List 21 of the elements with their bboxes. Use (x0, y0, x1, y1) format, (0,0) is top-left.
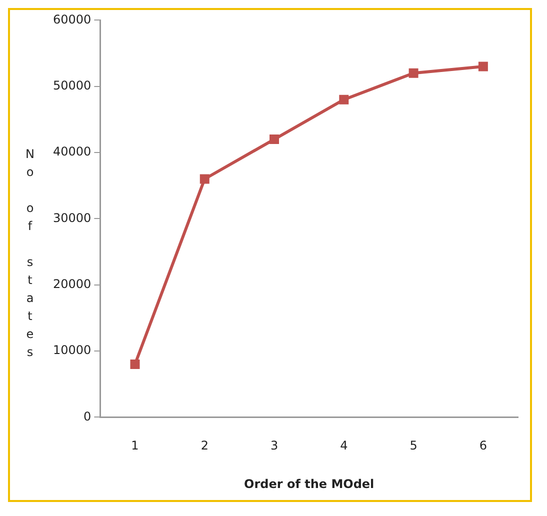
y-tick-label: 50000 (52, 78, 92, 92)
x-tick-label: 3 (270, 438, 278, 453)
y-tick-label: 0 (84, 409, 92, 424)
point (200, 174, 210, 184)
y-tick-label: 40000 (52, 144, 92, 159)
y-tick-label: 30000 (52, 210, 92, 225)
point (478, 62, 488, 72)
y-tick-label: 10000 (52, 343, 92, 358)
point (270, 134, 280, 144)
y-axis-title: No of states (23, 147, 37, 363)
point (130, 360, 140, 370)
x-tick-label: 4 (340, 438, 348, 453)
x-tick-label: 5 (410, 438, 418, 453)
x-axis-title: Order of the MOdel (244, 476, 374, 491)
point (339, 94, 349, 104)
y-tick-label: 60000 (52, 12, 92, 26)
x-tick-label: 2 (200, 438, 208, 453)
x-tick-label: 6 (479, 438, 487, 453)
point (408, 68, 418, 78)
y-tick-label: 20000 (52, 276, 92, 291)
x-tick-label: 1 (131, 438, 139, 453)
